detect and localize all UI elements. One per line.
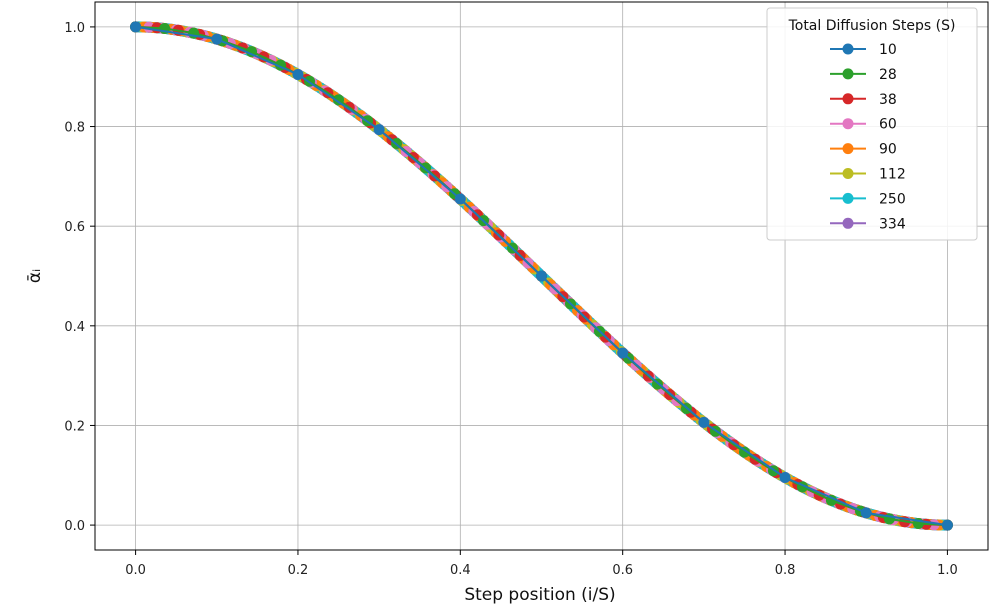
x-axis-label: Step position (i/S) (464, 585, 615, 605)
legend-label: 250 (879, 191, 906, 207)
y-axis-label: ᾱᵢ (25, 269, 45, 283)
legend-marker (842, 93, 854, 105)
legend-marker (842, 168, 854, 179)
x-tick-label: 0.0 (125, 563, 146, 578)
data-point (292, 68, 304, 80)
data-point (130, 21, 142, 33)
series-lines (130, 21, 953, 531)
legend-marker (842, 118, 854, 130)
data-point (698, 416, 710, 428)
data-point (779, 472, 791, 484)
legend-label: 10 (879, 42, 897, 58)
x-tick-label: 0.4 (450, 563, 471, 578)
legend-item-38: 38 (830, 92, 897, 108)
legend-item-10: 10 (830, 42, 897, 58)
legend-label: 38 (879, 92, 897, 108)
legend-label: 90 (879, 142, 897, 158)
series-10 (130, 21, 953, 531)
data-point (738, 446, 750, 458)
y-tick-label: 0.0 (64, 519, 85, 534)
legend: Total Diffusion Steps (S) 10 28 38 60 90 112 2… (766, 7, 978, 241)
y-tick-label: 1.0 (64, 21, 85, 36)
x-tick-label: 0.2 (288, 563, 309, 578)
y-ticks: 0.0 0.2 0.4 0.6 0.8 1.0 (64, 21, 95, 534)
legend-label: 112 (879, 167, 906, 183)
plot-frame (94, 1, 989, 551)
x-tick-label: 1.0 (937, 563, 958, 578)
data-point (454, 193, 466, 205)
legend-label: 28 (879, 67, 897, 83)
data-point (825, 494, 837, 506)
legend-marker (842, 143, 854, 155)
data-point (333, 94, 345, 106)
legend-item-250: 250 (830, 191, 906, 207)
legend-item-90: 90 (830, 142, 897, 158)
legend-box (766, 7, 978, 241)
x-tick-label: 0.6 (612, 563, 633, 578)
data-point (373, 124, 385, 136)
legend-item-60: 60 (830, 117, 897, 133)
legend-label: 60 (879, 117, 897, 133)
data-point (860, 507, 872, 519)
data-point (941, 519, 953, 531)
legend-title: Total Diffusion Steps (S) (788, 18, 956, 34)
legend-marker (842, 68, 854, 80)
y-tick-label: 0.6 (64, 220, 85, 235)
legend-marker (842, 192, 854, 204)
legend-label: 334 (879, 216, 906, 232)
y-tick-label: 0.2 (64, 419, 85, 434)
legend-item-28: 28 (830, 67, 897, 83)
data-point (536, 270, 547, 282)
data-point (617, 347, 629, 359)
y-tick-label: 0.4 (64, 320, 85, 335)
legend-marker (842, 43, 854, 55)
data-point (246, 46, 258, 58)
y-tick-label: 0.8 (64, 121, 85, 136)
legend-item-112: 112 (830, 167, 906, 183)
data-point (211, 33, 223, 45)
x-tick-label: 0.8 (775, 563, 796, 578)
legend-item-334: 334 (830, 216, 906, 232)
legend-marker (842, 217, 854, 229)
x-ticks: 0.0 0.2 0.4 0.6 0.8 1.0 (125, 550, 958, 578)
